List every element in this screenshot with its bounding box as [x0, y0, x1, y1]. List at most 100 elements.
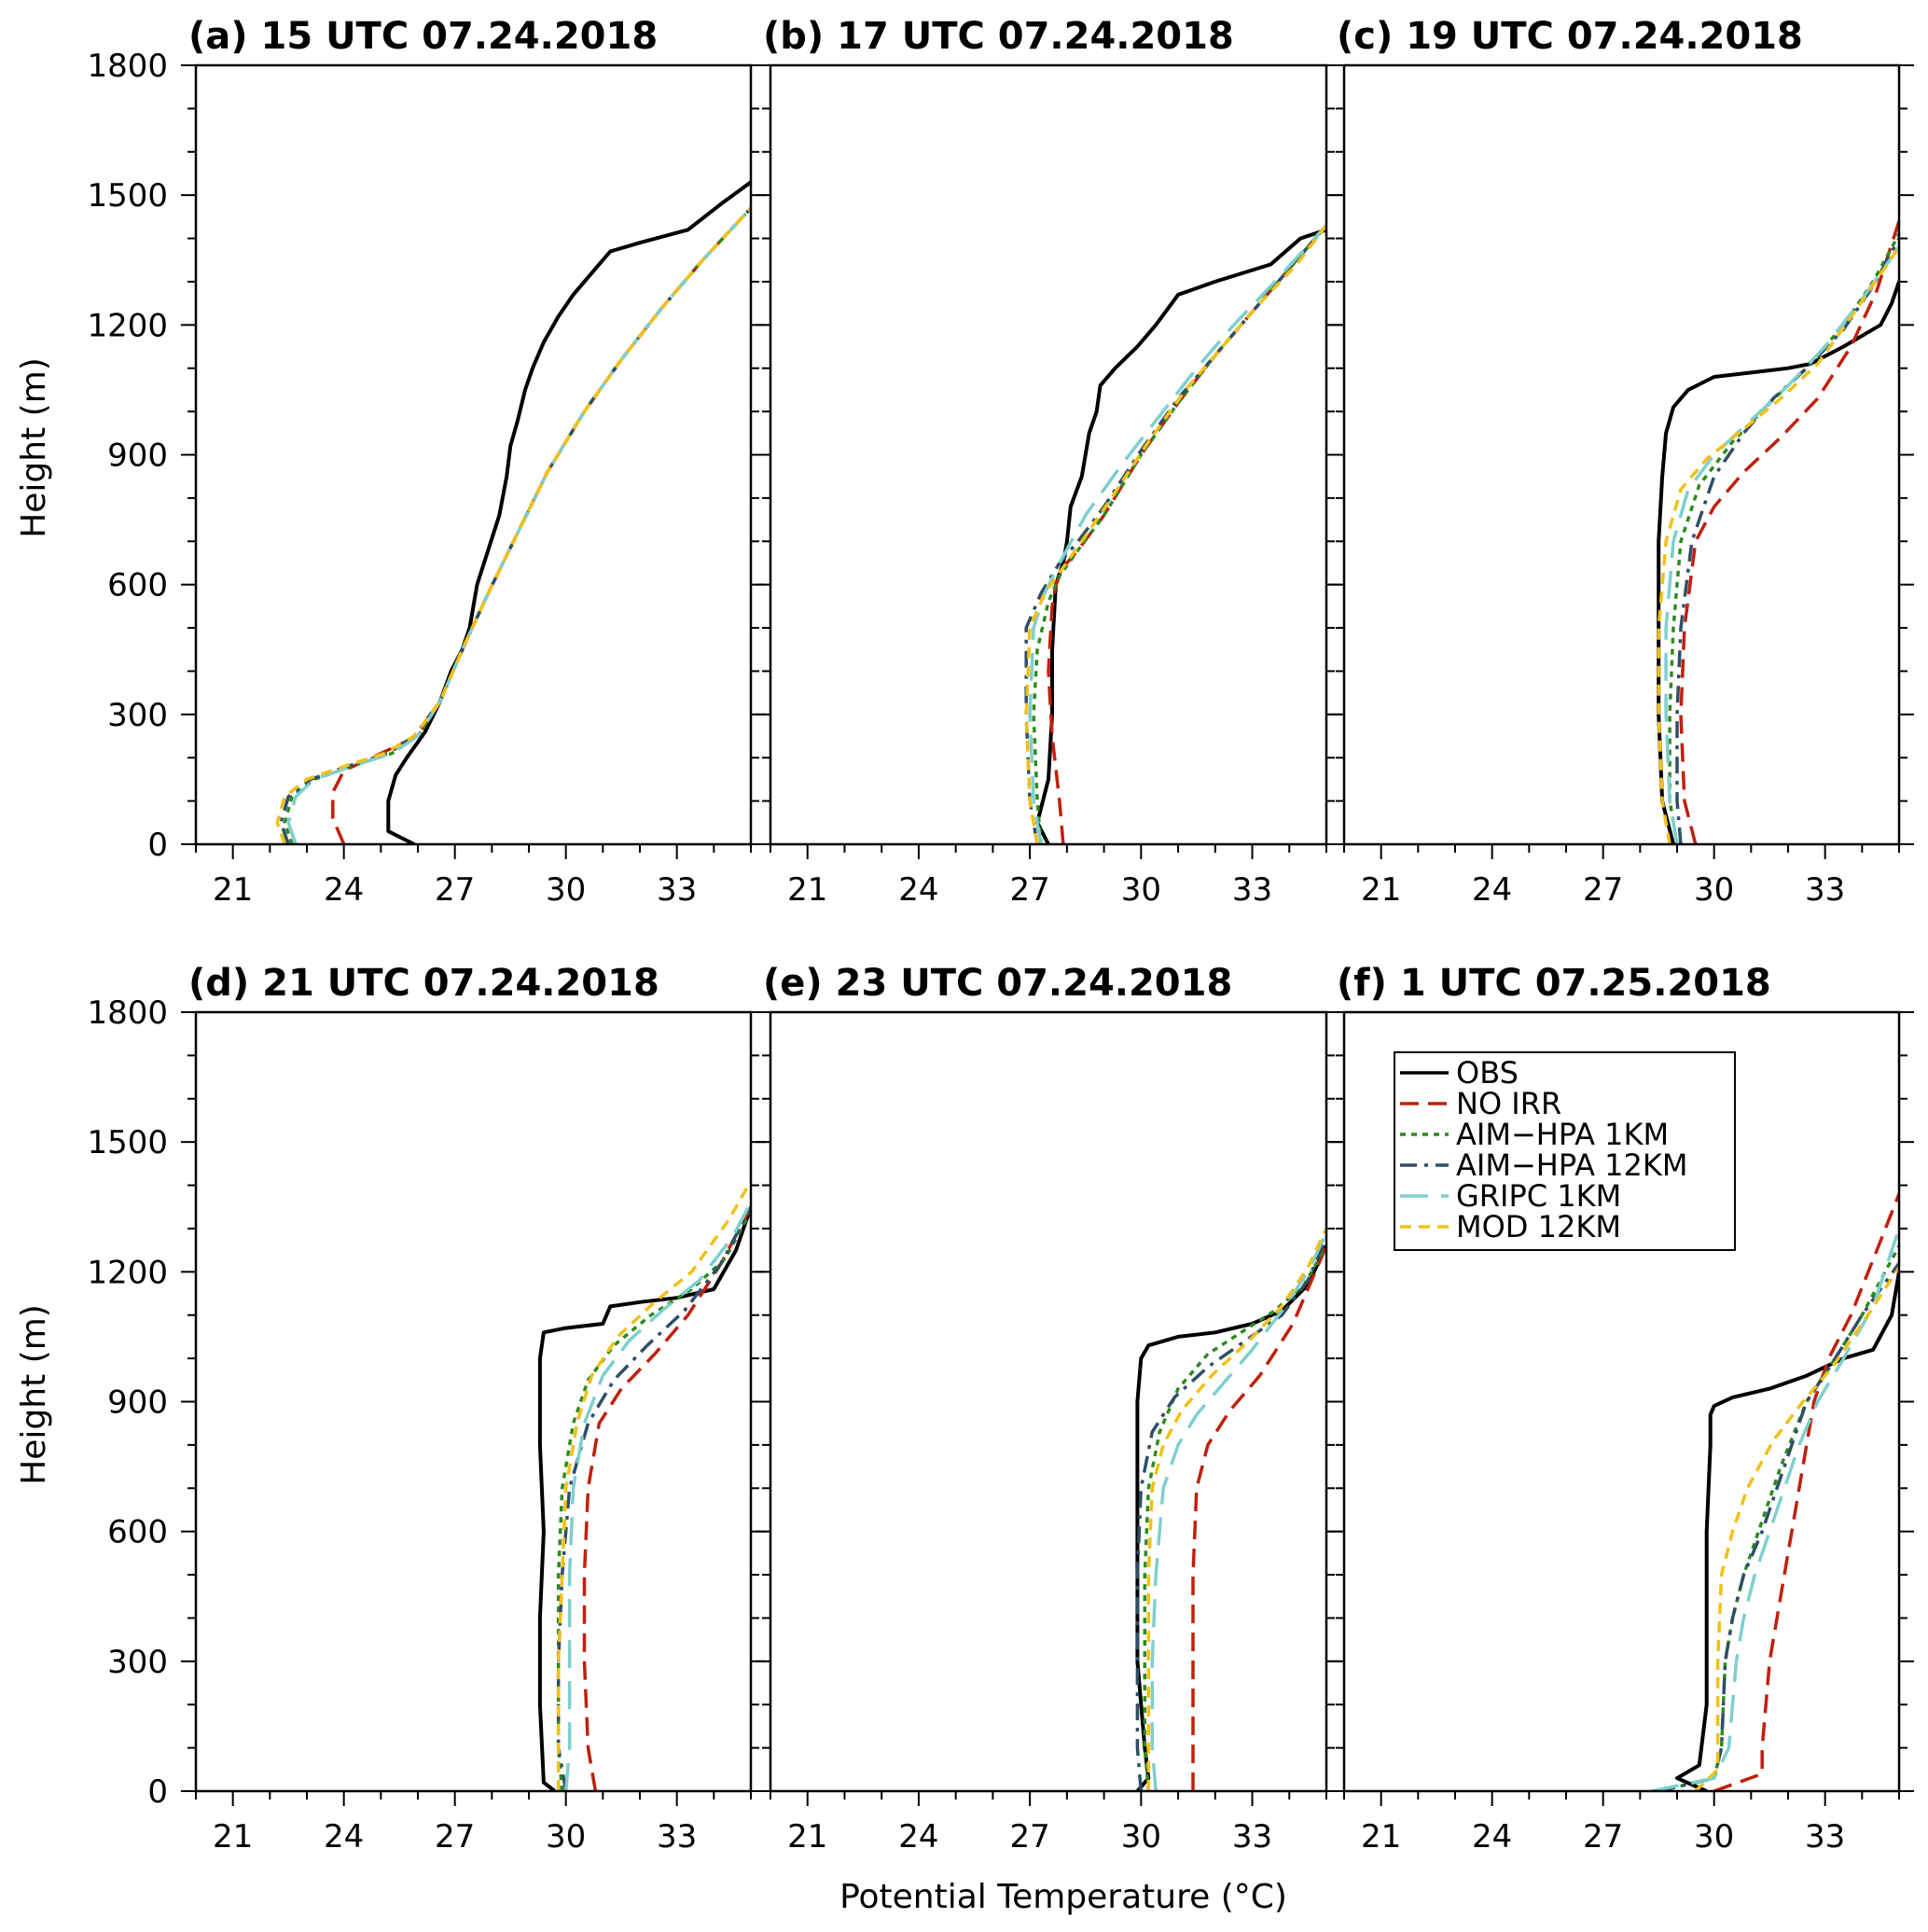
y-tick-label: 1800	[87, 48, 168, 85]
series-line-no-irr	[1713, 1193, 1899, 1791]
y-tick-label: 1500	[87, 177, 168, 215]
series-line-aim-hpa-1km	[283, 206, 751, 844]
series-line-obs	[537, 1206, 751, 1791]
panel-title: (f) 1 UTC 07.25.2018	[1337, 962, 1771, 1005]
panel-a: (a) 15 UTC 07.24.2018 21 24 27 30 33 0 300 600 90…	[87, 15, 766, 909]
x-tick-label: 30	[1121, 871, 1161, 909]
series-group	[1135, 1228, 1326, 1791]
x-axis-label: Potential Temperature (°C)	[839, 1878, 1287, 1916]
plot-frame	[194, 63, 753, 846]
y-tick-label: 900	[107, 438, 168, 475]
series-line-obs	[1035, 228, 1326, 844]
x-tick-label: 33	[1805, 1818, 1845, 1856]
x-tick-label: 33	[657, 1818, 697, 1856]
panel-b: (b) 17 UTC 07.24.2018 21 24 27 30 33	[756, 15, 1341, 909]
x-tick-label: 27	[435, 871, 475, 909]
series-line-gripc-1km	[286, 206, 751, 844]
series-line-obs	[386, 180, 751, 844]
series-line-mod-12km	[1694, 1266, 1899, 1791]
series-line-obs	[1657, 281, 1899, 844]
legend-entry: AIM−HPA 1KM	[1456, 1117, 1669, 1152]
series-line-mod-12km	[1657, 245, 1899, 844]
series-line-no-irr	[1679, 220, 1899, 844]
y-tick-label: 300	[107, 697, 168, 734]
legend-box	[1394, 1051, 1736, 1251]
series-line-no-irr	[1047, 224, 1326, 844]
series-group	[1657, 220, 1899, 844]
plot-frame	[1342, 63, 1901, 846]
y-tick-label: 0	[147, 1773, 168, 1811]
y-tick-label: 600	[107, 567, 168, 605]
x-tick-label: 27	[1010, 1818, 1050, 1856]
panel-f: (f) 1 UTC 07.25.2018 21 24 27 30 33	[1329, 962, 1914, 1856]
legend-entry: NO IRR	[1456, 1086, 1561, 1121]
series-line-mod-12km	[556, 1180, 751, 1791]
panel-d: (d) 21 UTC 07.24.2018 21 24 27 30 33 0 300 600 90…	[87, 962, 766, 1856]
x-tick-label: 30	[546, 1818, 586, 1856]
series-line-mod-12km	[1146, 1228, 1326, 1791]
x-tick-label: 33	[1232, 871, 1272, 909]
panel-title: (d) 21 UTC 07.24.2018	[188, 962, 659, 1005]
x-tick-label: 33	[1805, 871, 1845, 909]
y-axis-label-bottom: Height (m)	[15, 1304, 53, 1485]
series-group	[275, 180, 751, 844]
y-tick-label: 1500	[87, 1124, 168, 1161]
panel-title: (a) 15 UTC 07.24.2018	[188, 15, 658, 58]
x-tick-label: 24	[1472, 1818, 1512, 1856]
x-tick-label: 21	[787, 871, 827, 909]
series-group	[537, 1180, 751, 1791]
legend-entry: MOD 12KM	[1456, 1209, 1621, 1244]
x-tick-label: 24	[324, 871, 364, 909]
series-line-gripc-1km	[1028, 224, 1326, 844]
legend-entry: AIM−HPA 12KM	[1456, 1147, 1687, 1183]
x-tick-label: 21	[1361, 1818, 1401, 1856]
x-tick-label: 30	[1121, 1818, 1161, 1856]
x-tick-label: 33	[657, 871, 697, 909]
series-line-aim-hpa-12km	[279, 206, 751, 844]
y-tick-label: 1800	[87, 994, 168, 1032]
series-line-obs	[1675, 1271, 1899, 1791]
series-line-obs	[1135, 1244, 1326, 1791]
x-tick-label: 24	[1472, 871, 1512, 909]
x-tick-label: 24	[324, 1818, 364, 1856]
panel-e: (e) 23 UTC 07.24.2018 21 24 27 30 33	[756, 962, 1341, 1856]
x-tick-label: 27	[1010, 871, 1050, 909]
panel-title: (b) 17 UTC 07.24.2018	[763, 15, 1234, 58]
series-line-aim-hpa-12km	[1658, 1262, 1899, 1791]
y-tick-label: 600	[107, 1514, 168, 1551]
x-tick-label: 24	[898, 871, 938, 909]
series-line-aim-hpa-1km	[1658, 1244, 1899, 1791]
x-tick-label: 30	[546, 871, 586, 909]
series-group	[1650, 1193, 1899, 1791]
series-line-aim-hpa-12km	[1675, 237, 1899, 844]
series-line-gripc-1km	[563, 1202, 751, 1791]
x-tick-label: 30	[1694, 871, 1734, 909]
x-tick-label: 24	[898, 1818, 938, 1856]
series-line-aim-hpa-1km	[1668, 233, 1899, 844]
x-tick-label: 21	[1361, 871, 1401, 909]
x-tick-label: 27	[435, 1818, 475, 1856]
series-group	[1024, 224, 1326, 844]
legend-entry: GRIPC 1KM	[1456, 1178, 1621, 1214]
y-tick-label: 900	[107, 1384, 168, 1422]
series-line-no-irr	[1191, 1244, 1326, 1791]
y-tick-label: 0	[147, 827, 168, 864]
series-line-gripc-1km	[1650, 1228, 1899, 1791]
series-line-no-irr	[582, 1205, 751, 1791]
x-tick-label: 21	[787, 1818, 827, 1856]
series-line-mod-12km	[275, 206, 751, 844]
series-line-aim-hpa-12km	[1135, 1236, 1326, 1791]
panel-title: (c) 19 UTC 07.24.2018	[1337, 15, 1803, 58]
y-tick-label: 300	[107, 1644, 168, 1681]
x-tick-label: 21	[213, 871, 253, 909]
x-tick-label: 27	[1583, 871, 1623, 909]
y-tick-label: 1200	[87, 307, 168, 344]
series-line-aim-hpa-12km	[1024, 224, 1326, 844]
x-tick-label: 27	[1583, 1818, 1623, 1856]
legend-entry: OBS	[1456, 1055, 1519, 1091]
panel-title: (e) 23 UTC 07.24.2018	[763, 962, 1232, 1005]
y-axis-label-top: Height (m)	[15, 357, 53, 538]
plot-frame	[769, 1010, 1328, 1793]
